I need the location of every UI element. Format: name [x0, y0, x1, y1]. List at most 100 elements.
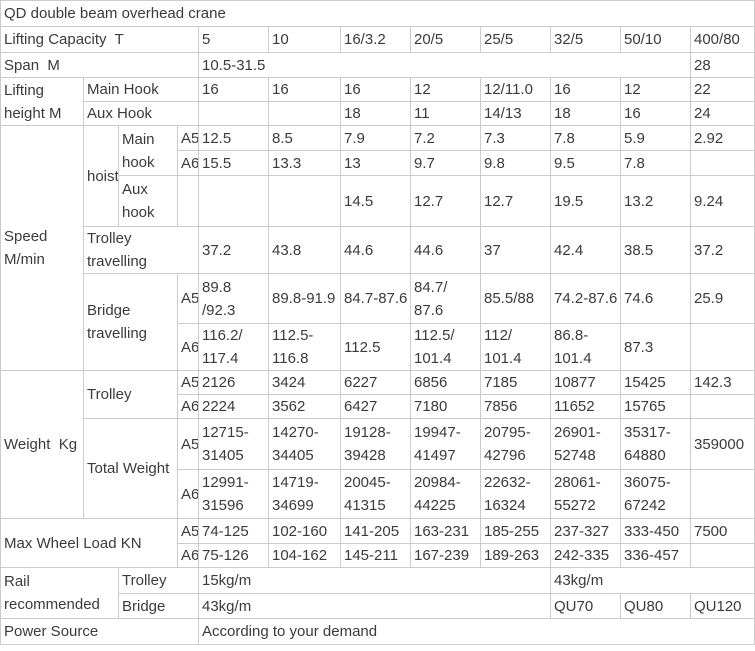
- capacity-value: 25/5: [480, 26, 551, 53]
- main-hook-value: 12/11.0: [480, 77, 551, 102]
- max-wheel-a5-value: 141-205: [340, 518, 411, 544]
- main-hook-value: 16: [550, 77, 621, 102]
- trolley-travelling-value: 37: [480, 226, 551, 274]
- class-a6-label: A6: [177, 469, 199, 519]
- rail-trolley-label: Trolley: [118, 567, 199, 594]
- bridge-a5-value: 85.5/88: [480, 273, 551, 324]
- class-a5-label: A5: [177, 125, 199, 151]
- hoist-aux-hook-label: Aux hook: [118, 175, 178, 227]
- bridge-a6-value: [690, 323, 755, 371]
- hoist-aux-value: [198, 175, 269, 227]
- span-value: 10.5-31.5: [198, 52, 691, 78]
- bridge-a5-value: 74.6: [620, 273, 691, 324]
- rail-bridge-qu-value: QU80: [620, 593, 691, 619]
- max-wheel-a5-value: 102-160: [268, 518, 341, 544]
- rail-recommended-label: Rail recommended: [0, 567, 119, 619]
- main-hook-row: Lifting height M Main Hook 16 16 16 12 1…: [0, 77, 755, 126]
- max-wheel-a6-value: 336-457: [620, 543, 691, 568]
- total-weight-a5-value: 19128- 39428: [340, 418, 411, 470]
- max-wheel-a6-value: 167-239: [410, 543, 481, 568]
- weight-trolley-a5-value: 15425: [620, 370, 691, 395]
- trolley-travelling-value: 37.2: [198, 226, 269, 274]
- max-wheel-label: Max Wheel Load KN: [0, 518, 178, 568]
- aux-hook-value: [198, 101, 269, 126]
- trolley-travelling-value: 43.8: [268, 226, 341, 274]
- hoist-main-a5-value: 7.9: [340, 125, 411, 151]
- hoist-main-a6-value: 15.5: [198, 150, 269, 176]
- bridge-a5-value: 84.7-87.6: [340, 273, 411, 324]
- weight-label: Weight Kg: [0, 370, 84, 519]
- lifting-capacity-label: Lifting Capacity T: [0, 26, 199, 53]
- aux-hook-value: 14/13: [480, 101, 551, 126]
- max-wheel-a6-value: [690, 543, 755, 568]
- bridge-a6-value: 112.5/ 101.4: [410, 323, 481, 371]
- total-weight-a6-row: A6 12991- 31596 14719- 34699 20045- 4131…: [1, 469, 755, 519]
- trolley-travelling-value: 37.2: [690, 226, 755, 274]
- hoist-aux-value: 19.5: [550, 175, 621, 227]
- bridge-travelling-label: Bridge travelling: [83, 273, 178, 371]
- max-wheel-a5-value: 74-125: [198, 518, 269, 544]
- weight-trolley-a6-value: 7180: [410, 394, 481, 419]
- hoist-aux-row: Aux hook 14.5 12.7 12.7 19.5 13.2 9.24: [1, 175, 755, 227]
- rail-bridge-qu-value: QU70: [550, 593, 621, 619]
- weight-trolley-a5-value: 6227: [340, 370, 411, 395]
- hoist-main-hook-label: Main hook: [118, 125, 178, 176]
- hoist-main-a6-value: 9.8: [480, 150, 551, 176]
- class-a5-label: A5: [177, 518, 199, 544]
- hoist-aux-value: 9.24: [690, 175, 755, 227]
- hoist-aux-value: 14.5: [340, 175, 411, 227]
- aux-hook-value: 11: [410, 101, 481, 126]
- main-hook-value: 16: [198, 77, 269, 102]
- aux-hook-value: 16: [620, 101, 691, 126]
- capacity-value: 400/80: [690, 26, 755, 53]
- bridge-travelling-a5-row: Bridge travelling A5 89.8 /92.3 89.8-91.…: [1, 273, 755, 371]
- rail-bridge-qu-value: QU120: [690, 593, 755, 619]
- max-wheel-a6-value: 145-211: [340, 543, 411, 568]
- max-wheel-a5-row: Max Wheel Load KN A5 74-125 102-160 141-…: [0, 518, 755, 568]
- span-row: Span M 10.5-31.5 28: [0, 52, 755, 78]
- total-weight-a6-value: 14719- 34699: [268, 469, 341, 519]
- max-wheel-a5-value: 7500: [690, 518, 755, 544]
- lifting-height-label: Lifting height M: [0, 77, 84, 126]
- bridge-a6-value: 86.8- 101.4: [550, 323, 621, 371]
- rail-bridge-left-value: 43kg/m: [198, 593, 551, 619]
- bridge-a6-value: 87.3: [620, 323, 691, 371]
- hoist-aux-value: 13.2: [620, 175, 691, 227]
- total-weight-a5-value: 35317- 64880: [620, 418, 691, 470]
- trolley-travelling-label: Trolley travelling: [83, 226, 199, 274]
- class-a5-label: A5: [177, 273, 199, 324]
- class-a6-label: A6: [177, 394, 199, 419]
- hoist-aux-value: [268, 175, 341, 227]
- weight-trolley-a5-value: 10877: [550, 370, 621, 395]
- hoist-main-a5-value: 12.5: [198, 125, 269, 151]
- weight-trolley-a6-value: 3562: [268, 394, 341, 419]
- hoist-aux-value: 12.7: [410, 175, 481, 227]
- bridge-a5-value: 84.7/ 87.6: [410, 273, 481, 324]
- total-weight-a5-value: 26901- 52748: [550, 418, 621, 470]
- main-hook-value: 22: [690, 77, 755, 102]
- hoist-main-a5-value: 7.3: [480, 125, 551, 151]
- power-source-row: Power Source According to your demand: [0, 618, 755, 645]
- total-weight-a6-value: 22632- 16324: [480, 469, 551, 519]
- trolley-travelling-value: 38.5: [620, 226, 691, 274]
- aux-hook-value: 18: [550, 101, 621, 126]
- bridge-a6-value: 112.5: [340, 323, 411, 371]
- hoist-main-a5-value: 7.8: [550, 125, 621, 151]
- aux-hook-value: 18: [340, 101, 411, 126]
- aux-hook-value: 24: [690, 101, 755, 126]
- total-weight-a6-value: 20045- 41315: [340, 469, 411, 519]
- bridge-a6-value: 112/ 101.4: [480, 323, 551, 371]
- capacity-value: 16/3.2: [340, 26, 411, 53]
- class-a5-label: A5: [177, 370, 199, 395]
- max-wheel-a5-value: 185-255: [480, 518, 551, 544]
- capacity-value: 50/10: [620, 26, 691, 53]
- bridge-a5-value: 89.8-91.9: [268, 273, 341, 324]
- trolley-travelling-value: 44.6: [340, 226, 411, 274]
- weight-trolley-a5-value: 7185: [480, 370, 551, 395]
- power-source-value: According to your demand: [198, 618, 755, 645]
- max-wheel-a6-value: 189-263: [480, 543, 551, 568]
- rail-trolley-left-value: 15kg/m: [198, 567, 551, 594]
- main-hook-value: 12: [410, 77, 481, 102]
- hoist-label: hoist: [83, 125, 119, 227]
